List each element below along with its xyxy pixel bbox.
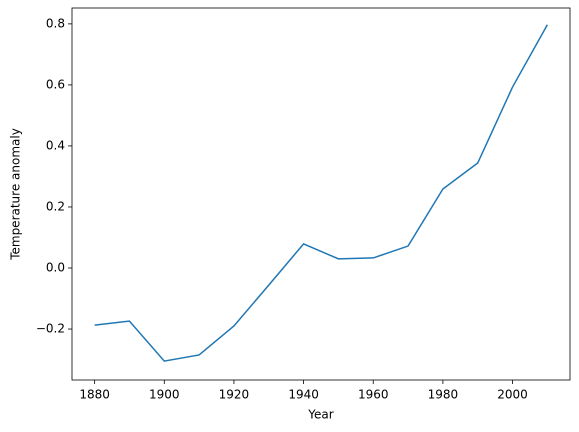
- y-tick-label: 0.6: [46, 77, 65, 91]
- x-tick-label: 1940: [288, 388, 319, 402]
- y-axis-label: Temperature anomaly: [9, 128, 23, 261]
- x-tick-label: 1960: [358, 388, 389, 402]
- x-tick-label: 1980: [428, 388, 459, 402]
- y-tick-label: 0.2: [46, 199, 65, 213]
- y-tick-label: 0.4: [46, 138, 65, 152]
- line-series: [94, 24, 549, 362]
- x-tick-label: 2000: [497, 388, 528, 402]
- x-tick-label: 1880: [79, 388, 110, 402]
- x-tick-label: 1900: [149, 388, 180, 402]
- x-tick-label: 1920: [219, 388, 250, 402]
- y-tick-label: −0.2: [36, 322, 65, 336]
- plot-frame: [71, 7, 571, 381]
- y-tick-label: 0.8: [46, 16, 65, 30]
- x-axis-label: Year: [307, 408, 333, 422]
- y-tick-label: 0.0: [46, 261, 65, 275]
